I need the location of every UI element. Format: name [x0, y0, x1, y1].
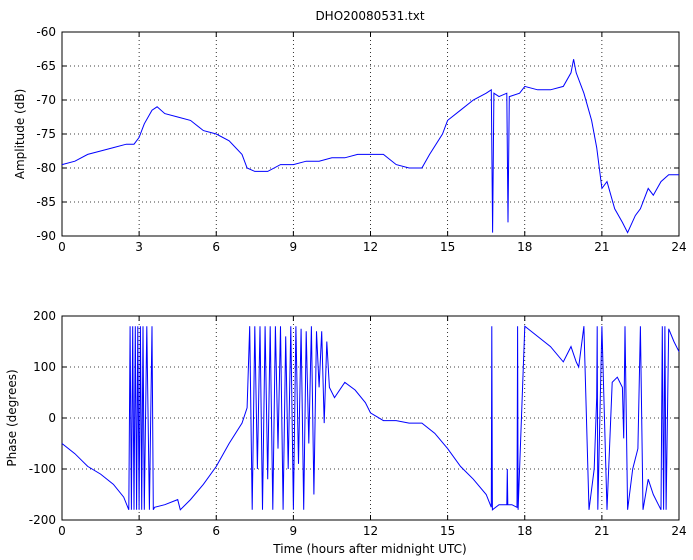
- amplitude-y-tick-label: -80: [36, 161, 56, 175]
- phase-x-tick-label: 6: [212, 524, 220, 538]
- amplitude-series-line: [61, 59, 679, 234]
- amplitude-y-tick-label: -60: [36, 25, 56, 39]
- amplitude-x-tick-label: 3: [135, 240, 143, 254]
- phase-x-tick-label: 21: [594, 524, 609, 538]
- phase-x-tick-label: 24: [671, 524, 686, 538]
- phase-y-tick-label: -200: [29, 513, 56, 527]
- amplitude-x-tick-label: 15: [440, 240, 455, 254]
- amplitude-grid: [62, 32, 679, 236]
- phase-axes: 0 3 6 9 12 15 18 21 24 200 100 0 -100 -200 Phase (de…: [5, 309, 687, 556]
- phase-y-tick-label: -100: [29, 462, 56, 476]
- phase-y-tick-labels: 200 100 0 -100 -200: [29, 309, 56, 527]
- amplitude-x-tick-label: 21: [594, 240, 609, 254]
- amplitude-ticks: [61, 31, 680, 237]
- amplitude-y-axis-label: Amplitude (dB): [13, 89, 27, 180]
- amplitude-y-tick-label: -90: [36, 229, 56, 243]
- amplitude-x-tick-labels: 0 3 6 9 12 15 18 21 24: [58, 240, 686, 254]
- phase-x-tick-label: 0: [58, 524, 66, 538]
- amplitude-x-tick-label: 9: [290, 240, 298, 254]
- amplitude-y-tick-label: -70: [36, 93, 56, 107]
- phase-ticks: [61, 315, 680, 521]
- amplitude-y-tick-label: -75: [36, 127, 56, 141]
- phase-x-tick-label: 3: [135, 524, 143, 538]
- plot-title: DHO20080531.txt: [315, 9, 424, 23]
- phase-grid: [62, 316, 679, 520]
- amplitude-x-tick-label: 0: [58, 240, 66, 254]
- phase-y-tick-label: 100: [33, 360, 56, 374]
- phase-x-tick-label: 12: [363, 524, 378, 538]
- phase-series-line: [61, 325, 680, 511]
- phase-y-axis-label: Phase (degrees): [5, 369, 19, 466]
- phase-x-tick-label: 9: [290, 524, 298, 538]
- phase-x-tick-label: 18: [517, 524, 532, 538]
- amplitude-y-tick-labels: -60 -65 -70 -75 -80 -85 -90: [36, 25, 56, 243]
- amplitude-y-tick-label: -65: [36, 59, 56, 73]
- phase-y-tick-label: 200: [33, 309, 56, 323]
- phase-y-tick-label: 0: [48, 411, 56, 425]
- phase-x-axis-label: Time (hours after midnight UTC): [272, 542, 466, 556]
- phase-x-tick-label: 15: [440, 524, 455, 538]
- amplitude-y-tick-label: -85: [36, 195, 56, 209]
- amplitude-x-tick-label: 12: [363, 240, 378, 254]
- amplitude-axes: DHO20080531.txt 0 3 6 9 12 15 18 21 24 -60 -65 -70…: [13, 9, 687, 254]
- phase-x-tick-labels: 0 3 6 9 12 15 18 21 24: [58, 524, 686, 538]
- amplitude-x-tick-label: 24: [671, 240, 686, 254]
- amplitude-x-tick-label: 6: [212, 240, 220, 254]
- amplitude-x-tick-label: 18: [517, 240, 532, 254]
